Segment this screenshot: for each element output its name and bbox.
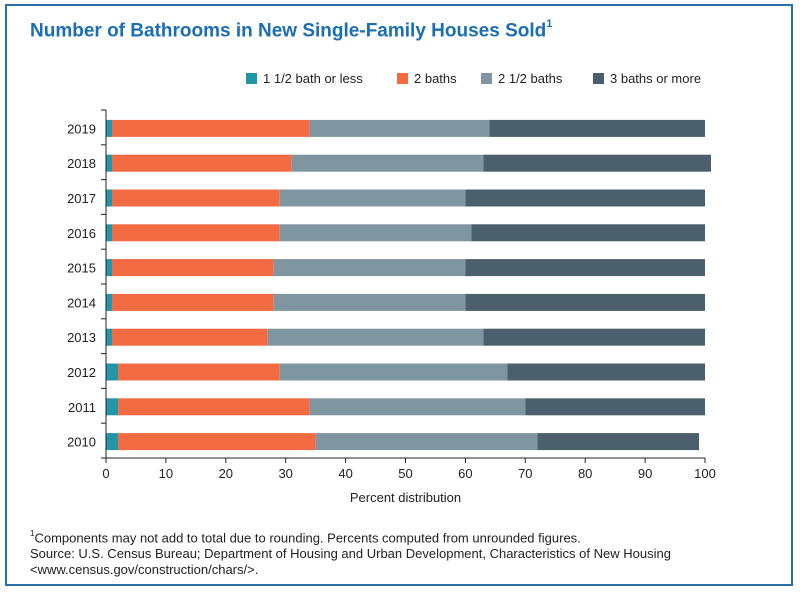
bar-segment [106,293,112,311]
bar-segment [106,363,118,381]
y-tick-label: 2014 [67,295,96,310]
x-tick-label: 30 [278,466,292,481]
bar-segment [537,433,700,451]
x-tick-label: 90 [638,466,652,481]
bar-segment [106,154,112,172]
bar-segment [465,293,705,311]
x-tick-label: 80 [578,466,592,481]
legend-label-2-1-2-baths: 2 1/2 baths [498,71,563,86]
bar-segment [117,363,280,381]
bar-segment [111,293,274,311]
source-line-1: Source: U.S. Census Bureau; Department o… [30,546,671,562]
bar-segment [279,224,472,242]
bar-segment [106,224,112,242]
bar-segment [117,433,316,451]
chart-title: Number of Bathrooms in New Single-Family… [30,18,553,42]
x-tick-label: 100 [694,466,716,481]
y-tick-label: 2011 [68,400,96,415]
legend-swatch-2-1-2-baths [481,73,492,84]
bar-segment [483,328,705,346]
x-tick-label: 20 [219,466,233,481]
bar-segment [273,259,466,277]
legend-swatch-1-1-2-bath-or-less [246,73,257,84]
y-tick-label: 2016 [67,226,96,241]
bar-segment [111,189,280,207]
x-tick-label: 10 [159,466,173,481]
legend-swatch-3-baths-or-more [593,73,604,84]
source-line-2: <www.census.gov/construction/chars/>. [30,562,259,578]
legend: 1 1/2 bath or less 2 baths 2 1/2 baths 3 ba… [246,71,701,86]
y-tick-label: 2010 [67,435,96,450]
bar-segment [111,154,292,172]
footnote: 1Components may not add to total due to … [30,527,671,578]
bar-segment [111,224,280,242]
x-tick-label: 40 [338,466,352,481]
bar-segment [106,433,118,451]
bar-segment [483,154,711,172]
bar-segment [507,363,705,381]
legend-label-3-baths-or-more: 3 baths or more [610,71,701,86]
bar-segment [489,119,705,137]
bar-segment [106,189,112,207]
chart-title-text: Number of Bathrooms in New Single-Family… [30,20,547,42]
bar-segment [106,328,112,346]
bar-segment [273,293,466,311]
bar-segment [309,119,490,137]
bar-segment [111,259,274,277]
bar-segment [279,189,466,207]
bars [106,119,711,451]
bar-segment [106,259,112,277]
bar-segment [315,433,538,451]
y-tick-label: 2015 [67,261,96,276]
y-tick-label: 2017 [67,191,96,206]
bar-segment [525,398,705,416]
y-tick-label: 2019 [67,121,96,136]
legend-swatch-2-baths [397,73,408,84]
footnote-mark: 1 [30,529,35,538]
x-tick-label: 50 [398,466,412,481]
footnote-text: Components may not add to total due to r… [34,530,581,546]
x-tick-label: 0 [102,466,109,481]
y-tick-label: 2013 [67,330,96,345]
legend-label-1-1-2-bath-or-less: 1 1/2 bath or less [263,71,363,86]
axes: 2019201820172016201520142013201220112010… [67,109,716,505]
bar-segment [106,119,112,137]
bar-segment [279,363,508,381]
bar-segment [117,398,310,416]
bar-segment [111,119,310,137]
bar-segment [309,398,526,416]
x-tick-label: 70 [518,466,532,481]
bar-segment [465,189,705,207]
bar-segment [111,328,268,346]
y-tick-label: 2012 [67,365,96,380]
bar-segment [291,154,484,172]
bar-segment [465,259,705,277]
y-tick-label: 2018 [67,156,96,171]
x-axis-title: Percent distribution [350,490,461,505]
x-tick-label: 60 [458,466,472,481]
footnote-line: 1Components may not add to total due to … [30,527,671,546]
bar-segment [471,224,705,242]
bar-segment [106,398,118,416]
chart-frame [5,4,793,586]
legend-label-2-baths: 2 baths [414,71,457,86]
title-footnote-mark: 1 [546,18,553,30]
bar-segment [267,328,484,346]
